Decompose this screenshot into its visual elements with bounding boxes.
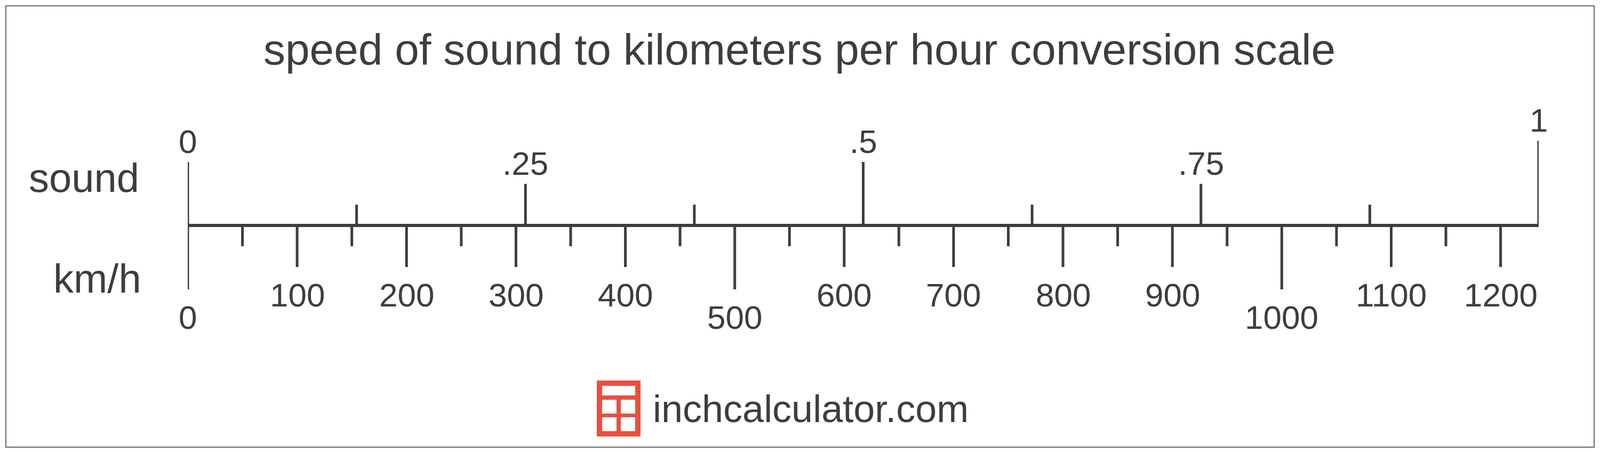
svg-text:.75: .75: [1178, 145, 1224, 182]
svg-text:0: 0: [178, 299, 197, 336]
svg-text:.5: .5: [849, 123, 878, 160]
svg-text:km/h: km/h: [53, 256, 142, 302]
svg-text:400: 400: [597, 276, 653, 314]
svg-text:200: 200: [379, 276, 435, 314]
svg-text:800: 800: [1035, 276, 1091, 314]
svg-text:1000: 1000: [1244, 299, 1319, 336]
svg-text:600: 600: [816, 276, 872, 314]
svg-text:0: 0: [178, 123, 197, 160]
svg-text:.25: .25: [502, 145, 549, 182]
svg-text:1100: 1100: [1355, 276, 1427, 314]
svg-text:1: 1: [1529, 101, 1548, 139]
svg-text:300: 300: [488, 276, 544, 314]
svg-text:100: 100: [269, 276, 325, 314]
svg-text:sound: sound: [28, 155, 140, 201]
svg-text:500: 500: [707, 299, 763, 336]
svg-text:900: 900: [1145, 276, 1200, 314]
svg-text:700: 700: [925, 276, 981, 314]
svg-text:speed of sound to kilometers p: speed of sound to kilometers per hour co…: [263, 25, 1336, 74]
svg-text:inchcalculator.com: inchcalculator.com: [652, 387, 969, 431]
svg-text:1200: 1200: [1464, 276, 1538, 314]
